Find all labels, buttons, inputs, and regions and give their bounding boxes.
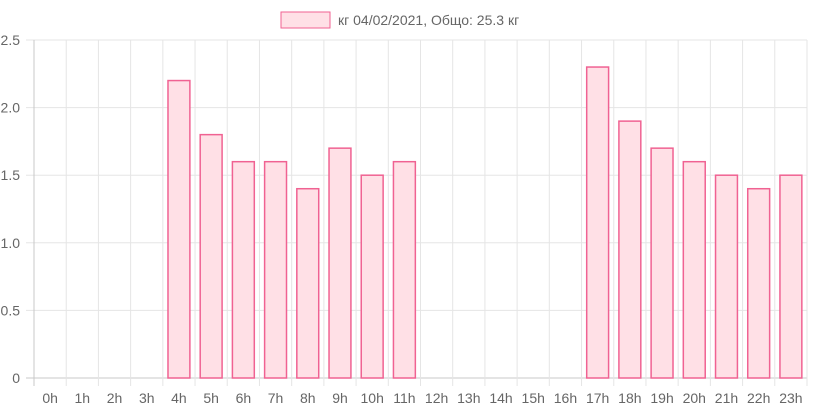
x-tick-label: 18h — [618, 390, 641, 406]
y-tick-label: 0.5 — [1, 302, 21, 318]
x-tick-label: 23h — [779, 390, 802, 406]
x-tick-label: 15h — [522, 390, 545, 406]
bar-17h[interactable] — [585, 66, 610, 379]
x-tick-label: 20h — [683, 390, 706, 406]
x-tick-label: 3h — [139, 390, 155, 406]
x-tick-label: 5h — [203, 390, 219, 406]
bar-19h[interactable] — [650, 147, 674, 379]
bar-5h[interactable] — [199, 133, 223, 379]
y-tick-label: 1.5 — [1, 167, 21, 183]
bar-21h[interactable] — [714, 174, 739, 379]
legend-label: кг 04/02/2021, Общо: 25.3 кг — [338, 12, 519, 28]
y-tick-label: 0 — [12, 370, 20, 386]
legend[interactable]: кг 04/02/2021, Общо: 25.3 кг — [280, 11, 519, 29]
bar-20h[interactable] — [682, 160, 706, 379]
x-tick-label: 7h — [268, 390, 284, 406]
bar-4h[interactable] — [167, 79, 191, 379]
x-tick-label: 10h — [361, 390, 384, 406]
y-tick-label: 1.0 — [1, 235, 21, 251]
x-tick-label: 22h — [747, 390, 770, 406]
x-tick-label: 14h — [489, 390, 512, 406]
x-tick-label: 6h — [236, 390, 252, 406]
x-tick-label: 13h — [457, 390, 480, 406]
x-tick-label: 21h — [715, 390, 738, 406]
x-tick-label: 16h — [554, 390, 577, 406]
x-tick-label: 4h — [171, 390, 187, 406]
bar-22h[interactable] — [746, 187, 771, 379]
bar-8h[interactable] — [296, 187, 320, 379]
bar-layer — [167, 66, 803, 379]
y-tick-label: 2.0 — [1, 100, 21, 116]
bar-7h[interactable] — [263, 160, 288, 379]
x-tick-label: 0h — [42, 390, 58, 406]
bar-11h[interactable] — [392, 160, 417, 379]
bar-9h[interactable] — [328, 147, 352, 379]
x-tick-label: 2h — [107, 390, 123, 406]
x-tick-label: 17h — [586, 390, 609, 406]
legend-swatch — [280, 11, 331, 29]
x-tick-label: 19h — [650, 390, 673, 406]
x-tick-label: 1h — [75, 390, 91, 406]
x-tick-label: 11h — [393, 390, 415, 406]
bar-6h[interactable] — [231, 160, 256, 379]
bar-10h[interactable] — [360, 174, 384, 379]
grid-layer — [26, 39, 808, 386]
x-tick-label: 9h — [332, 390, 348, 406]
bar-23h[interactable] — [779, 174, 803, 379]
x-tick-label: 12h — [425, 390, 448, 406]
x-tick-label: 8h — [300, 390, 316, 406]
axis-layer: 0 0.5 1.0 1.5 2.0 2.5 0h 1h 2h 3h 4h 5h 6h 7h 8h 9h 10h 1… — [1, 32, 803, 406]
y-tick-label: 2.5 — [1, 32, 21, 48]
bar-18h[interactable] — [618, 120, 642, 379]
